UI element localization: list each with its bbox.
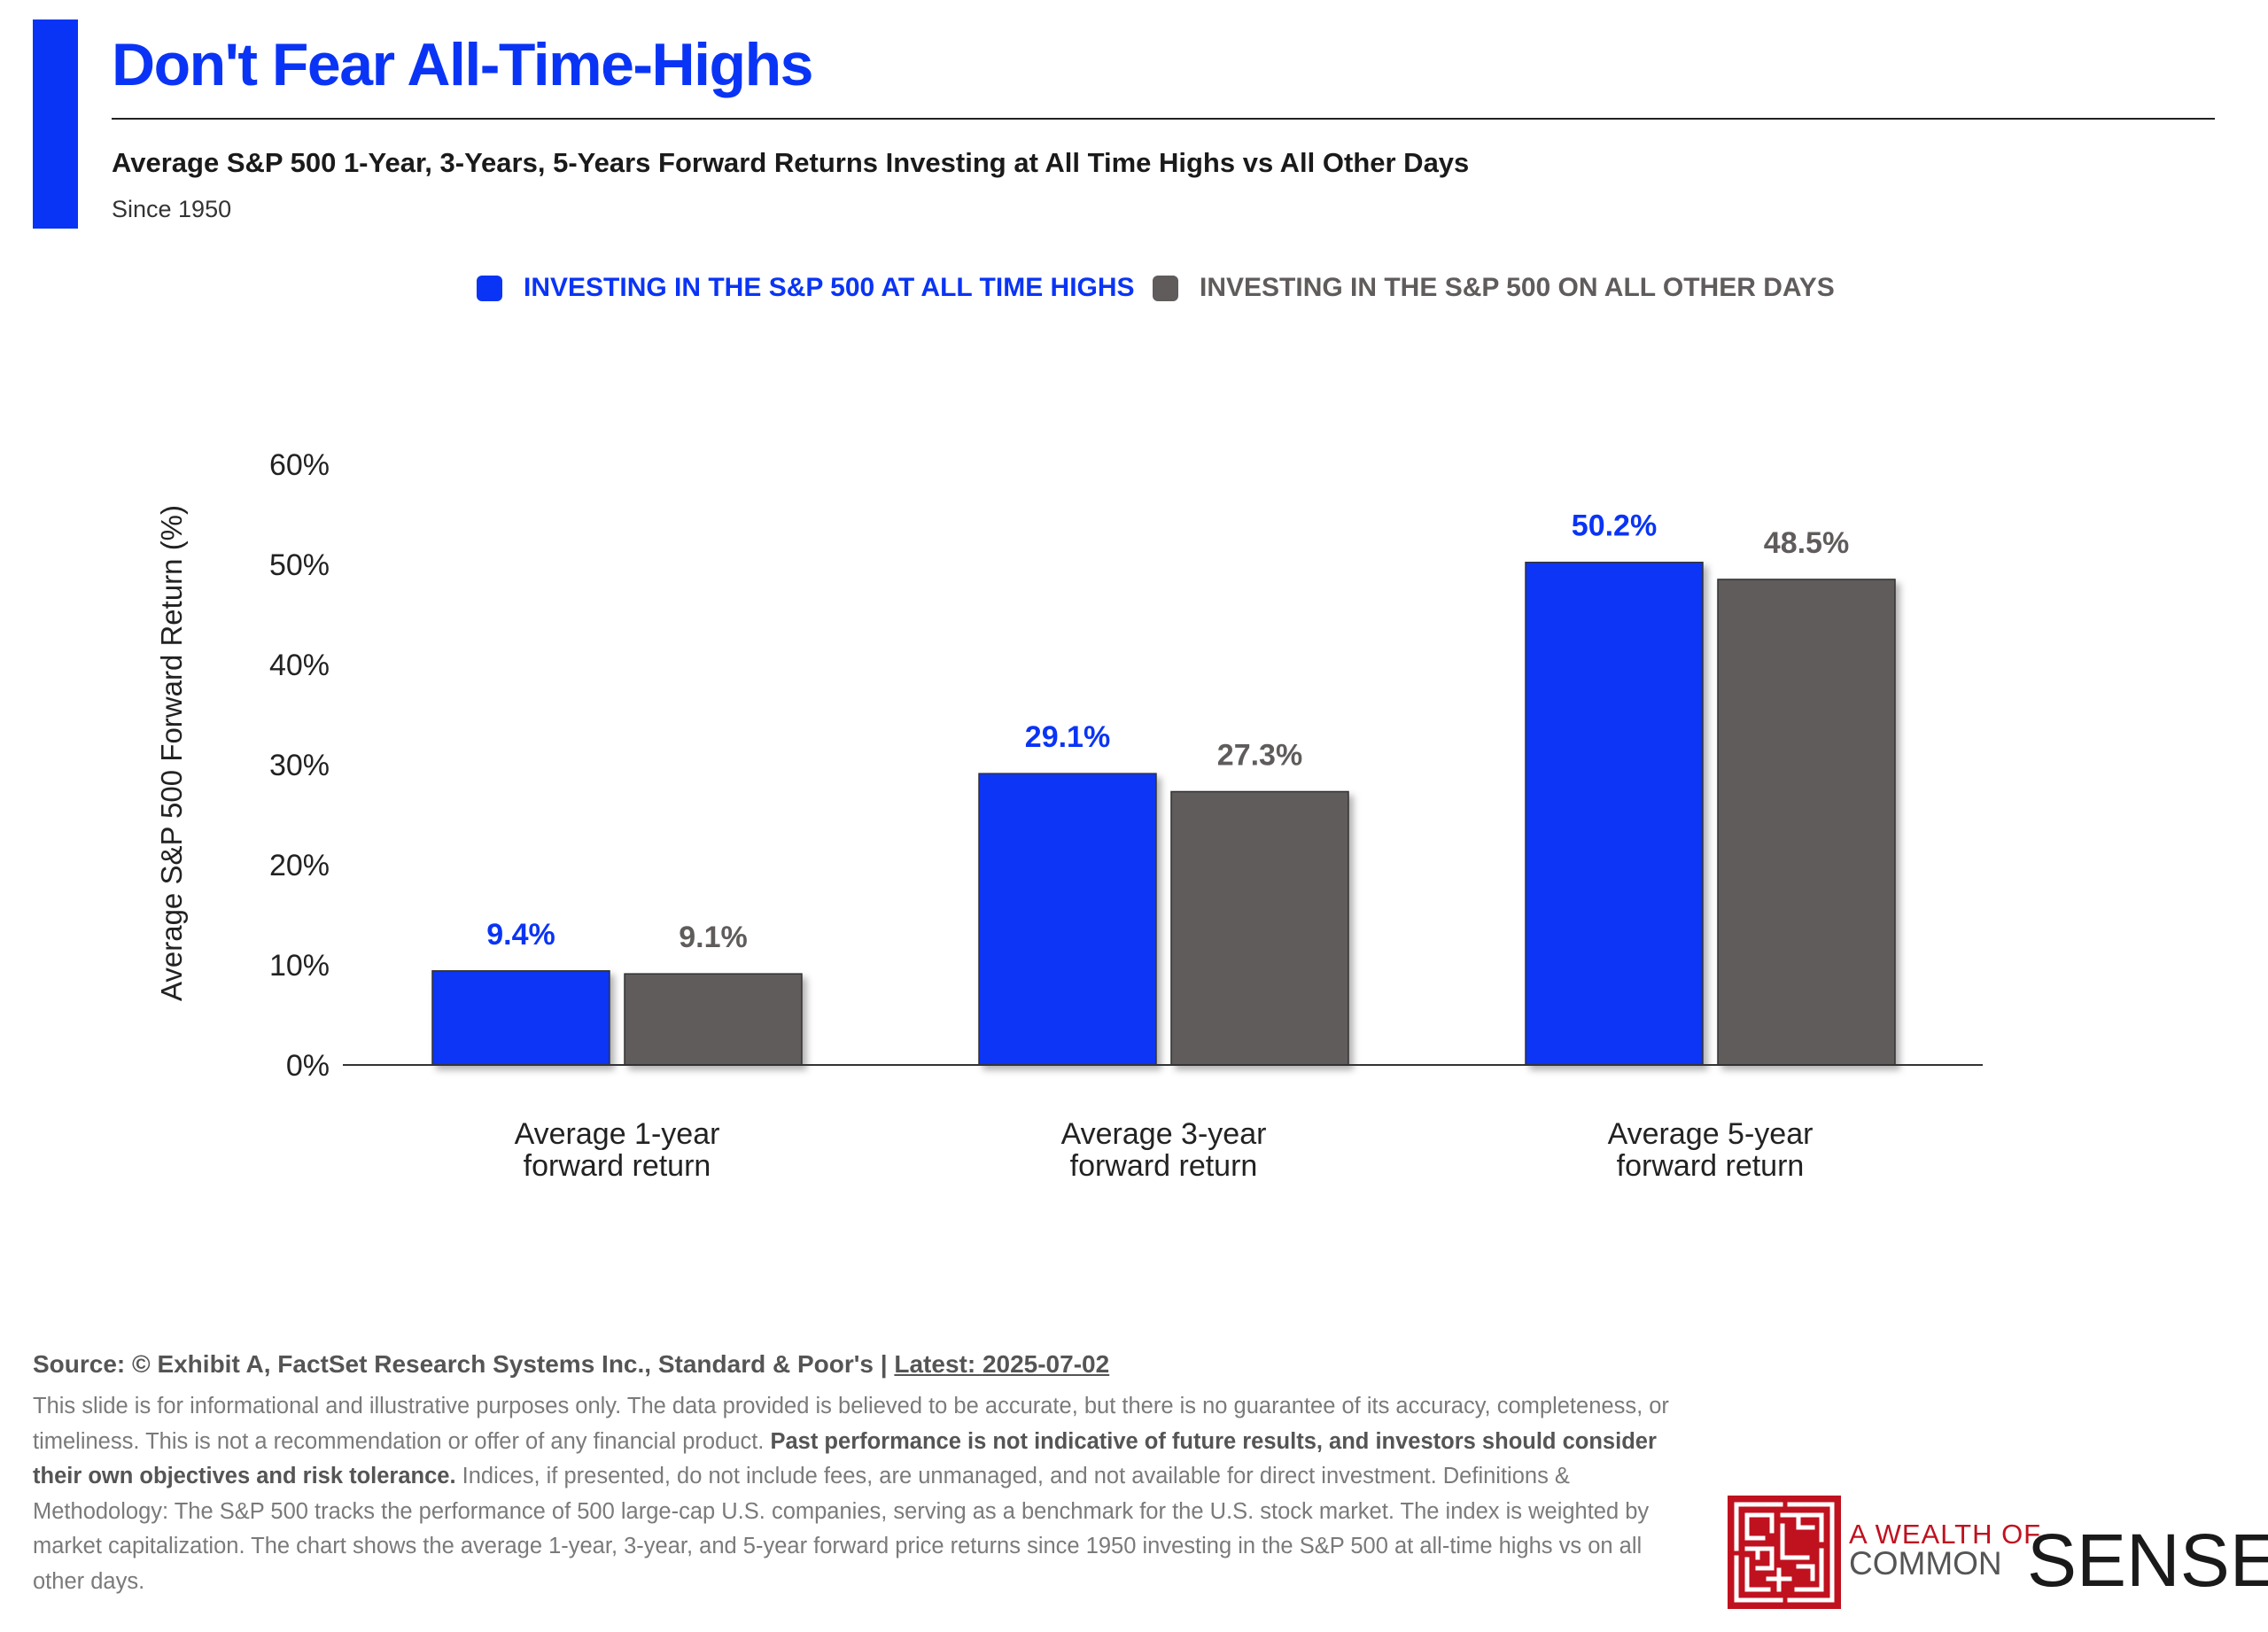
x-axis-categories: Average 1-year forward return Average 3-ye… — [515, 1117, 1814, 1183]
legend-label-other-days: INVESTING IN THE S&P 500 ON ALL OTHER DA… — [1200, 273, 1835, 302]
logo-text-line1: A WEALTH OF — [1849, 1519, 2042, 1550]
y-tick-label: 60% — [269, 448, 330, 482]
bars-group: 9.4% 9.1% 29.1% 27.3% 50.2% 48.5% — [431, 509, 1896, 1066]
bar-value-label: 50.2% — [1572, 509, 1657, 543]
latest-date: Latest: 2025-07-02 — [894, 1350, 1110, 1378]
y-axis-ticks: 0% 10% 20% 30% 40% 50% 60% — [269, 448, 330, 1083]
maze-logo-icon — [1728, 1496, 1841, 1609]
x-category-label: Average 1-year forward return — [515, 1117, 720, 1183]
legend-item-all-time-highs: INVESTING IN THE S&P 500 AT ALL TIME HIG… — [477, 266, 1135, 310]
logo-text-sense: SENSE — [2027, 1519, 2268, 1602]
chart-legend: INVESTING IN THE S&P 500 AT ALL TIME HIG… — [0, 266, 2268, 310]
bar-value-label: 27.3% — [1217, 739, 1302, 773]
brand-logo: A WEALTH OF COMMON SENSE — [1728, 1496, 2268, 1611]
bar-value-label: 48.5% — [1764, 526, 1849, 560]
disclaimer-text-1: This slide is for informational and illu… — [33, 1394, 1669, 1454]
chart-subtitle: Average S&P 500 1-Year, 3-Years, 5-Years… — [112, 147, 1470, 178]
bar-value-label: 29.1% — [1025, 720, 1110, 754]
y-tick-label: 10% — [269, 949, 330, 983]
bar-other-days — [1717, 579, 1896, 1066]
y-tick-label: 50% — [269, 548, 330, 582]
y-tick-label: 30% — [269, 749, 330, 782]
accent-bar — [33, 19, 78, 229]
title-divider — [112, 118, 2215, 120]
bar-other-days — [624, 973, 803, 1066]
bar-all-time-highs — [1525, 561, 1704, 1066]
page-title: Don't Fear All-Time-Highs — [112, 31, 813, 98]
legend-label-all-time-highs: INVESTING IN THE S&P 500 AT ALL TIME HIG… — [524, 273, 1135, 302]
source-text: Source: © Exhibit A, FactSet Research Sy… — [33, 1350, 895, 1378]
logo-text-line2: COMMON — [1849, 1545, 2002, 1581]
disclaimer-bold: Past performance is not indicative of fu… — [33, 1428, 1657, 1489]
disclaimer: This slide is for informational and illu… — [33, 1389, 1672, 1599]
legend-item-other-days: INVESTING IN THE S&P 500 ON ALL OTHER DA… — [1153, 266, 1835, 310]
y-tick-label: 20% — [269, 849, 330, 882]
legend-swatch-all-time-highs — [477, 275, 502, 301]
legend-swatch-other-days — [1153, 275, 1178, 301]
bar-all-time-highs — [431, 970, 610, 1066]
y-tick-label: 0% — [286, 1049, 330, 1083]
since-note: Since 1950 — [112, 196, 232, 222]
disclaimer-text-2: Indices, if presented, do not include fe… — [33, 1464, 1650, 1594]
y-axis-label: Average S&P 500 Forward Return (%) — [155, 505, 188, 1001]
bar-value-label: 9.1% — [679, 921, 748, 954]
source-line: Source: © Exhibit A, FactSet Research Sy… — [33, 1347, 1109, 1382]
y-tick-label: 40% — [269, 649, 330, 682]
x-category-label: Average 3-year forward return — [1061, 1117, 1267, 1183]
bar-other-days — [1170, 790, 1349, 1066]
bar-all-time-highs — [978, 773, 1157, 1066]
x-category-label: Average 5-year forward return — [1608, 1117, 1814, 1183]
bar-value-label: 9.4% — [486, 918, 555, 952]
